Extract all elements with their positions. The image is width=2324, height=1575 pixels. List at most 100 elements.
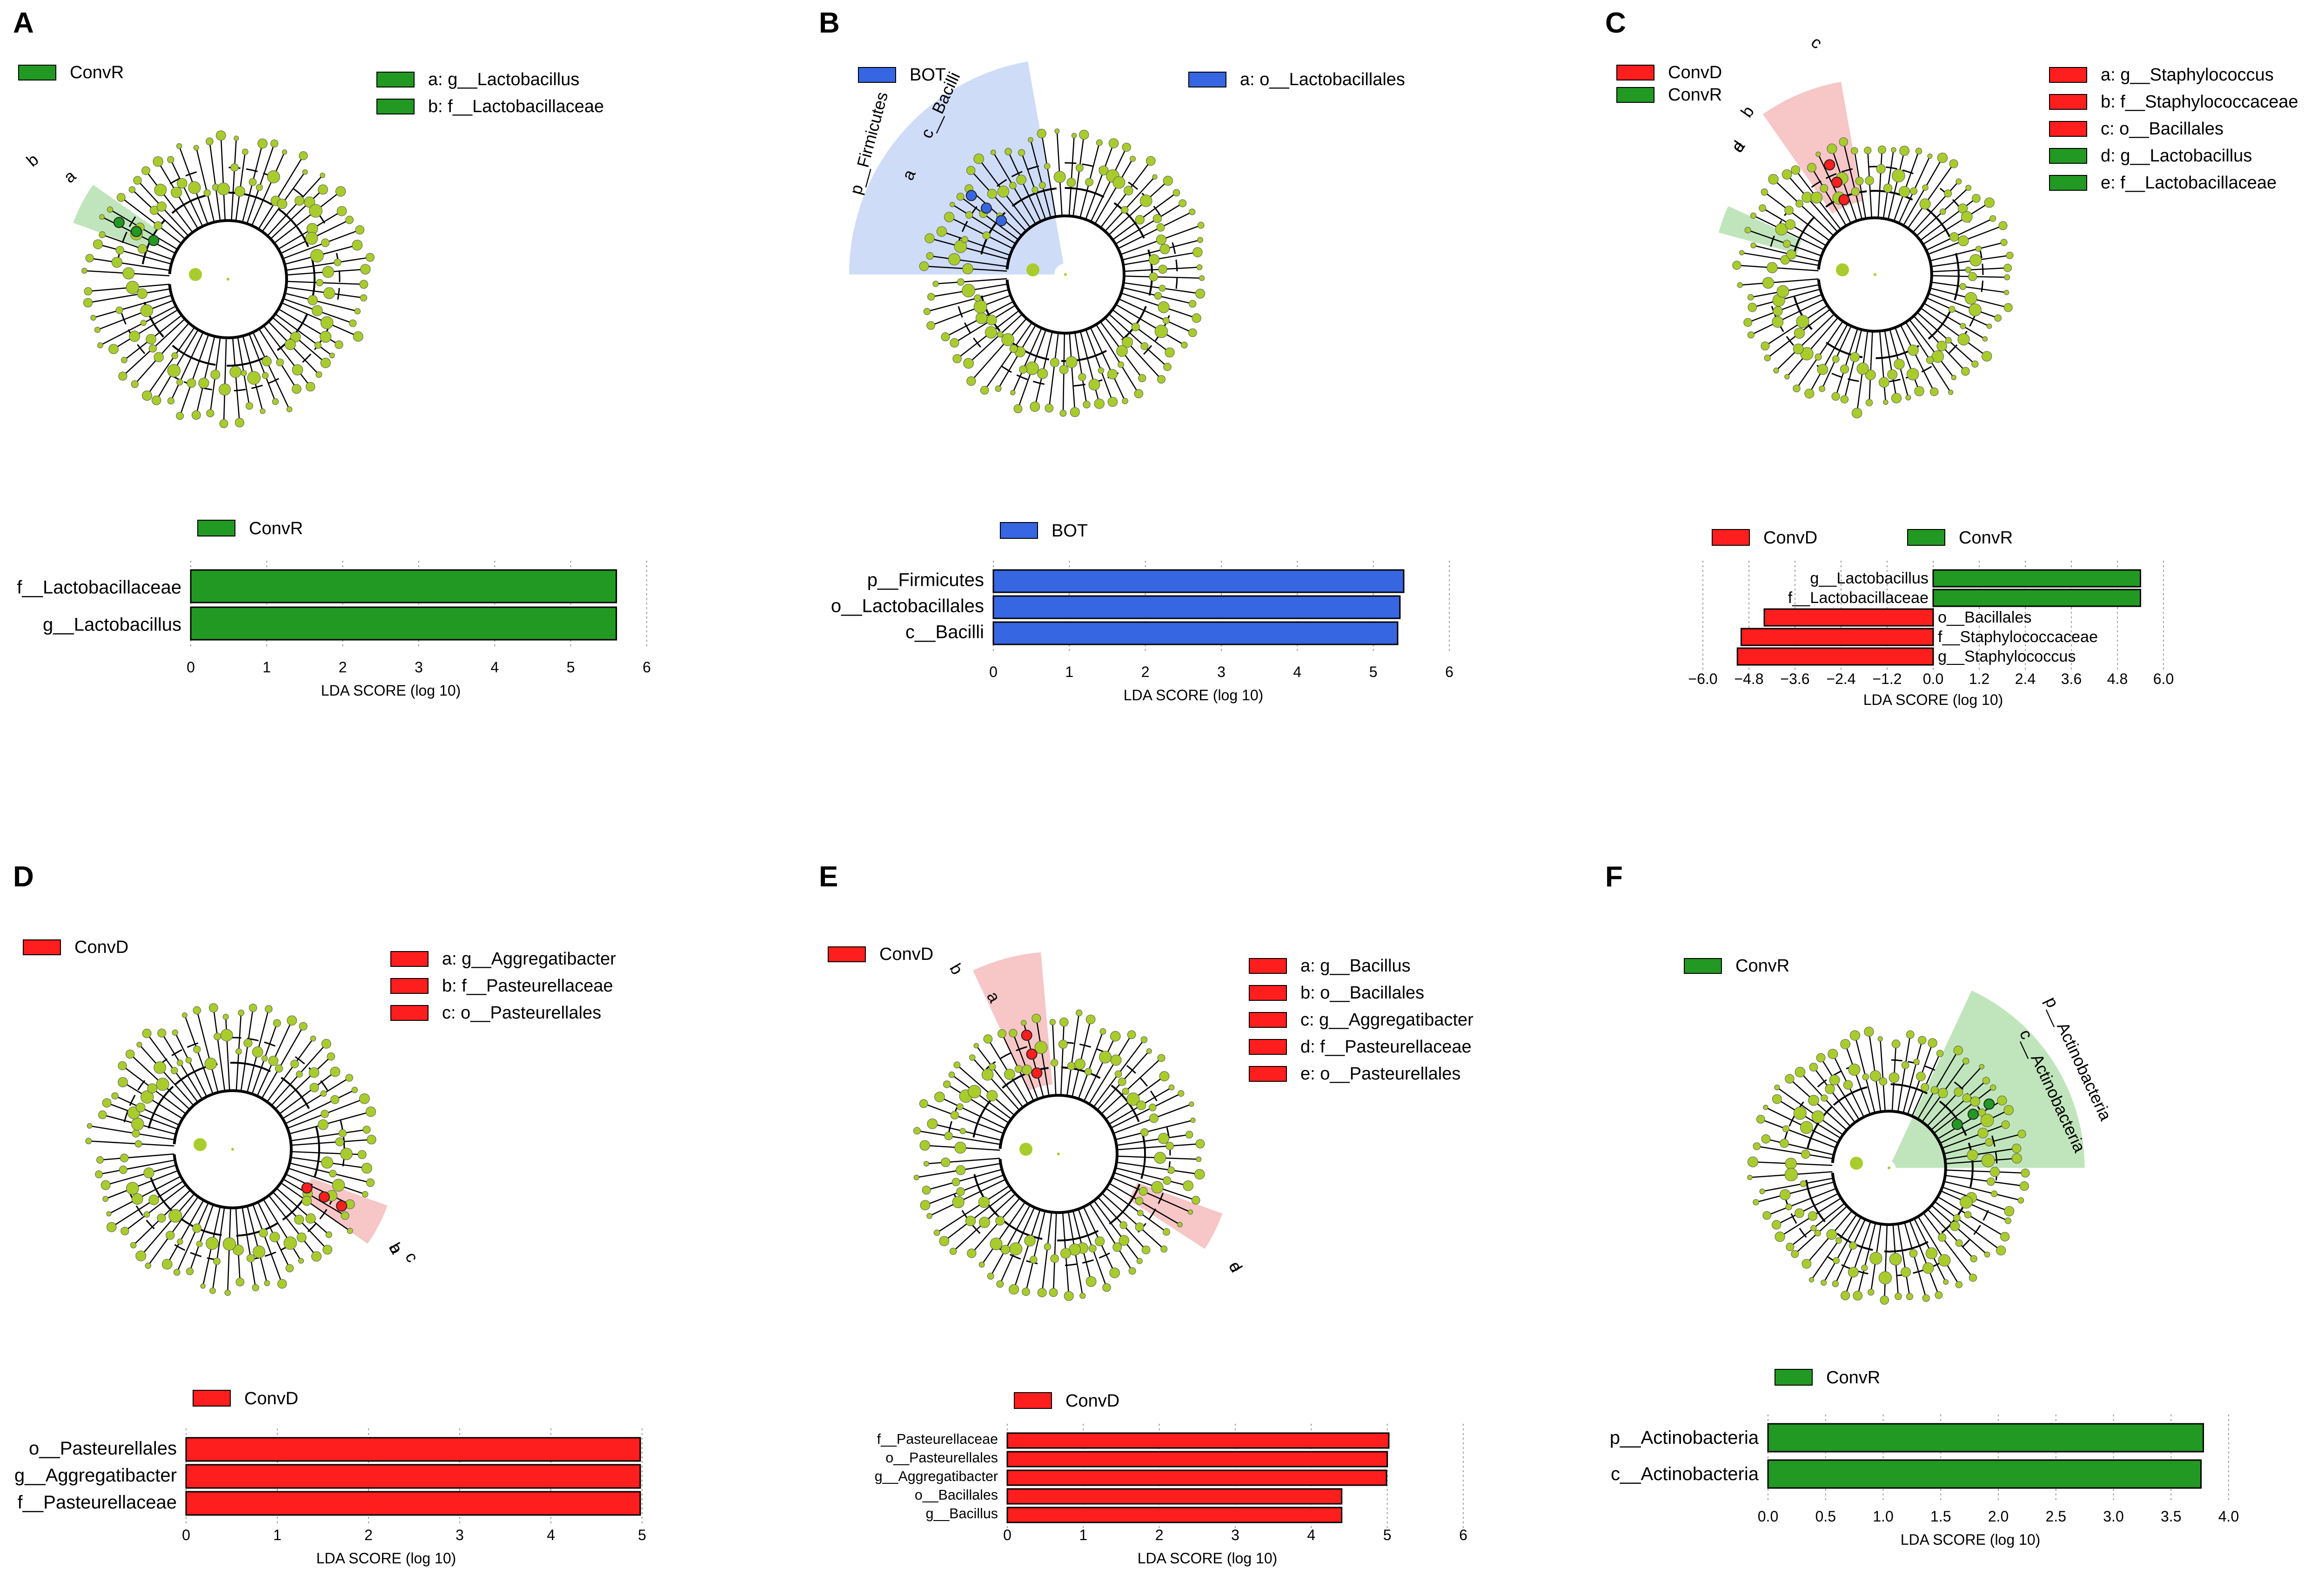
tree-node <box>932 281 939 287</box>
tree-node <box>1953 1046 1963 1055</box>
tree-ring <box>973 1174 998 1216</box>
highlight-node <box>1838 194 1850 206</box>
tree-node <box>1059 1018 1069 1027</box>
tree-node <box>1970 1255 1977 1263</box>
tick-label: 6 <box>1459 1527 1467 1543</box>
tree-branch <box>170 159 203 227</box>
taxon-legend-label: b: f__Staphylococcaceae <box>2101 92 2298 112</box>
tree-branch <box>89 257 170 271</box>
tree-node <box>217 182 230 195</box>
taxon-legend-taxon: o__Bacillales <box>1320 983 1424 1003</box>
tree-node <box>121 1226 129 1235</box>
tree-node <box>1808 1277 1814 1283</box>
tree-node <box>102 1196 108 1202</box>
tree-branch <box>1920 198 1977 241</box>
highlight-node <box>301 1182 313 1194</box>
tree-node <box>1851 147 1858 154</box>
taxon-legend-taxon: g__Aggregatibacter <box>1319 1010 1473 1030</box>
taxon-legend-key: a <box>1240 70 1250 89</box>
tree-node <box>1135 1222 1144 1232</box>
tree-ring <box>234 389 246 392</box>
tree-branch <box>1083 1036 1116 1102</box>
tree-ring <box>319 1209 328 1220</box>
tree-node <box>1154 1152 1166 1164</box>
tree-branch <box>1893 151 1920 221</box>
tree-node <box>156 201 167 212</box>
tree-ring <box>1962 1238 1971 1248</box>
tree-branch <box>100 305 176 346</box>
tick-label: 0.5 <box>1815 1508 1836 1525</box>
tree-node <box>219 383 231 396</box>
tree-node <box>1026 263 1039 276</box>
tree-node <box>1889 1253 1902 1266</box>
tree-node <box>1750 212 1757 219</box>
tree-branch <box>99 1159 175 1175</box>
tree-node <box>1984 197 1995 208</box>
tree-node <box>1122 142 1131 152</box>
tree-node <box>1196 264 1203 270</box>
tree-ring <box>1172 242 1176 254</box>
tree-node <box>1122 336 1133 348</box>
tree-node <box>962 284 975 297</box>
tree-node <box>952 354 962 363</box>
taxon-legend-sep: : <box>1310 1064 1320 1084</box>
tree-node <box>1124 186 1133 195</box>
tree-node <box>193 1006 201 1015</box>
tree-ring <box>230 1062 271 1072</box>
tree-node <box>1804 389 1815 399</box>
tree-node <box>1817 364 1828 375</box>
tree-node <box>1945 337 1952 344</box>
tree-node <box>360 264 371 275</box>
tree-node <box>1190 1118 1196 1123</box>
tree-node <box>1775 223 1788 236</box>
tree-node <box>1980 1113 1994 1127</box>
tree-branch <box>270 189 323 240</box>
tree-node <box>1188 1209 1193 1215</box>
highlight-node <box>131 226 142 237</box>
taxon-legend-label: d: f__Pasteurellaceae <box>1300 1037 1472 1057</box>
tree-node <box>1962 1058 1969 1065</box>
tree-node <box>295 195 305 206</box>
tree-branch <box>932 1123 1002 1141</box>
tree-node <box>1025 362 1039 375</box>
tree-node <box>1122 1087 1129 1095</box>
tree-branch <box>971 1057 1020 1111</box>
tree-node <box>355 225 365 235</box>
tree-branch <box>1927 1209 1975 1260</box>
tree-node <box>1996 1246 2006 1256</box>
tree-node <box>1826 1229 1837 1240</box>
tree-ring <box>1139 1077 1148 1087</box>
tree-branch <box>1748 294 1822 323</box>
taxon-legend-label: b: o__Bacillales <box>1300 983 1424 1003</box>
tree-branch <box>189 1204 214 1272</box>
tree-branch <box>1115 304 1185 346</box>
taxon-legend-sep: : <box>1310 1037 1320 1057</box>
tree-node <box>1795 200 1803 208</box>
tree-branch <box>285 293 358 312</box>
tree-node <box>98 1110 107 1119</box>
tick-label: 3 <box>415 659 423 676</box>
taxon-legend-sep: : <box>2110 173 2120 193</box>
tree-branch <box>998 324 1037 389</box>
tree-ring <box>1000 1052 1011 1059</box>
tree-branch <box>1123 251 1198 266</box>
tree-node <box>1136 1258 1143 1264</box>
taxon-legend-sep: : <box>1310 983 1320 1003</box>
tree-branch <box>1766 1138 1834 1156</box>
tree-node <box>1965 185 1972 191</box>
taxon-legend-label: b: f__Lactobacillaceae <box>428 97 604 116</box>
tree-node <box>115 306 123 314</box>
tree-node <box>118 1061 127 1071</box>
tree-node <box>1019 1143 1032 1156</box>
tree-branch <box>1940 1190 2009 1221</box>
tree-node <box>1850 352 1860 362</box>
tree-ring <box>187 1042 199 1048</box>
tick-label: 3 <box>1217 664 1226 680</box>
tree-node <box>176 379 183 386</box>
tree-node <box>1188 328 1197 337</box>
tree-node <box>956 1187 965 1196</box>
tree-node <box>128 186 136 193</box>
taxon-legend-taxon: o__Pasteurellales <box>1320 1064 1460 1084</box>
taxon-legend-swatch <box>2049 94 2087 110</box>
tree-node <box>1009 1242 1023 1256</box>
